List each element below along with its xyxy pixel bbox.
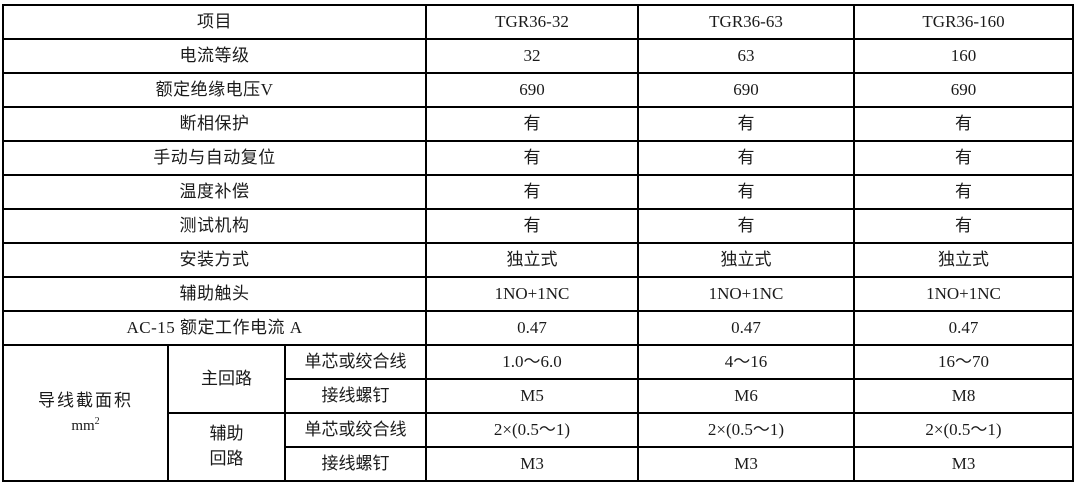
row-value-current-rating-2: 160 bbox=[853, 38, 1075, 74]
row-value-manual-auto-reset-2: 有 bbox=[853, 140, 1075, 176]
value-main-single-core-2: 16～70 bbox=[853, 344, 1075, 380]
row-label-temperature-compensation: 温度补偿 bbox=[1, 174, 428, 210]
table-row: 接线螺钉 M3 M3 M3 bbox=[3, 446, 1075, 482]
table-row: AC-15 额定工作电流 A 0.47 0.47 0.47 bbox=[1, 310, 1075, 346]
unit-mm: mm bbox=[71, 418, 95, 435]
value-main-terminal-screw-2: M8 bbox=[853, 378, 1075, 414]
row-value-current-rating-0: 32 bbox=[425, 38, 640, 74]
row-label-manual-auto-reset: 手动与自动复位 bbox=[1, 140, 428, 176]
sub-label-main-terminal-screw: 接线螺钉 bbox=[283, 378, 428, 414]
row-value-mounting-method-0: 独立式 bbox=[425, 242, 640, 278]
row-label-wire-cross-section: 导线截面积 mm2 bbox=[2, 344, 169, 482]
value-main-terminal-screw-0: M5 bbox=[425, 378, 640, 414]
value-main-single-core-1: 4～16 bbox=[637, 344, 856, 380]
header-model-1: TGR36-63 bbox=[637, 4, 856, 40]
row-value-auxiliary-contacts-0: 1NO+1NC bbox=[425, 276, 640, 312]
row-value-auxiliary-contacts-2: 1NO+1NC bbox=[853, 276, 1075, 312]
row-value-manual-auto-reset-1: 有 bbox=[637, 140, 856, 176]
table-row: 辅助触头 1NO+1NC 1NO+1NC 1NO+1NC bbox=[1, 276, 1075, 312]
header-label-item: 项目 bbox=[1, 4, 428, 40]
table-row: 辅助 回路 单芯或绞合线 2×(0.5～1) 2×(0.5～1) 2×(0.5～… bbox=[3, 412, 1075, 482]
auxiliary-circuit-line1: 辅助 bbox=[209, 424, 244, 444]
row-value-auxiliary-contacts-1: 1NO+1NC bbox=[637, 276, 856, 312]
row-value-mounting-method-1: 独立式 bbox=[637, 242, 856, 278]
specification-table: 项目 TGR36-32 TGR36-63 TGR36-160 电流等级 32 6… bbox=[1, 4, 1075, 482]
header-model-0: TGR36-32 bbox=[425, 4, 640, 40]
table-header-row: 项目 TGR36-32 TGR36-63 TGR36-160 bbox=[1, 4, 1075, 40]
row-value-test-mechanism-0: 有 bbox=[425, 208, 640, 244]
group-label-main-circuit: 主回路 bbox=[167, 344, 286, 414]
value-aux-single-core-1: 2×(0.5～1) bbox=[637, 412, 856, 448]
row-label-ac15-rated-current: AC-15 额定工作电流 A bbox=[1, 310, 428, 346]
table-row: 电流等级 32 63 160 bbox=[1, 38, 1075, 74]
row-value-insulation-voltage-1: 690 bbox=[637, 72, 856, 108]
row-value-manual-auto-reset-0: 有 bbox=[425, 140, 640, 176]
row-value-phase-loss-protection-2: 有 bbox=[853, 106, 1075, 142]
row-label-test-mechanism: 测试机构 bbox=[1, 208, 428, 244]
header-model-2: TGR36-160 bbox=[853, 4, 1075, 40]
wire-cross-section-unit: mm2 bbox=[5, 416, 166, 435]
row-value-ac15-rated-current-0: 0.47 bbox=[425, 310, 640, 346]
row-label-current-rating: 电流等级 bbox=[1, 38, 428, 74]
value-main-terminal-screw-1: M6 bbox=[637, 378, 856, 414]
table-row: 接线螺钉 M5 M6 M8 bbox=[3, 378, 1075, 414]
sub-label-main-single-core: 单芯或绞合线 bbox=[283, 344, 428, 380]
row-label-auxiliary-contacts: 辅助触头 bbox=[1, 276, 428, 312]
row-label-mounting-method: 安装方式 bbox=[1, 242, 428, 278]
table-row: 测试机构 有 有 有 bbox=[1, 208, 1075, 244]
row-label-insulation-voltage: 额定绝缘电压V bbox=[1, 72, 428, 108]
row-value-insulation-voltage-2: 690 bbox=[853, 72, 1075, 108]
row-value-ac15-rated-current-1: 0.47 bbox=[637, 310, 856, 346]
sub-label-aux-single-core: 单芯或绞合线 bbox=[283, 412, 428, 448]
value-aux-single-core-0: 2×(0.5～1) bbox=[425, 412, 640, 448]
table-row: 手动与自动复位 有 有 有 bbox=[1, 140, 1075, 176]
group-label-auxiliary-circuit: 辅助 回路 bbox=[167, 412, 286, 482]
wire-cross-section-title: 导线截面积 bbox=[38, 390, 133, 410]
auxiliary-circuit-line2: 回路 bbox=[209, 449, 244, 468]
table-row: 温度补偿 有 有 有 bbox=[1, 174, 1075, 210]
value-main-single-core-0: 1.0～6.0 bbox=[425, 344, 640, 380]
row-value-test-mechanism-1: 有 bbox=[637, 208, 856, 244]
row-label-phase-loss-protection: 断相保护 bbox=[1, 106, 428, 142]
row-value-temperature-compensation-2: 有 bbox=[853, 174, 1075, 210]
row-value-test-mechanism-2: 有 bbox=[853, 208, 1075, 244]
row-value-temperature-compensation-1: 有 bbox=[637, 174, 856, 210]
table-row: 断相保护 有 有 有 bbox=[1, 106, 1075, 142]
unit-superscript: 2 bbox=[94, 416, 100, 428]
row-value-phase-loss-protection-1: 有 bbox=[637, 106, 856, 142]
row-value-temperature-compensation-0: 有 bbox=[425, 174, 640, 210]
table-row: 额定绝缘电压V 690 690 690 bbox=[1, 72, 1075, 108]
row-value-insulation-voltage-0: 690 bbox=[425, 72, 640, 108]
row-value-ac15-rated-current-2: 0.47 bbox=[853, 310, 1075, 346]
table-row: 导线截面积 mm2 主回路 单芯或绞合线 1.0～6.0 4～16 16～70 bbox=[2, 344, 1075, 482]
row-value-mounting-method-2: 独立式 bbox=[853, 242, 1075, 278]
row-value-phase-loss-protection-0: 有 bbox=[425, 106, 640, 142]
value-aux-single-core-2: 2×(0.5～1) bbox=[853, 412, 1075, 448]
table-row: 安装方式 独立式 独立式 独立式 bbox=[1, 242, 1075, 278]
row-value-current-rating-1: 63 bbox=[637, 38, 856, 74]
